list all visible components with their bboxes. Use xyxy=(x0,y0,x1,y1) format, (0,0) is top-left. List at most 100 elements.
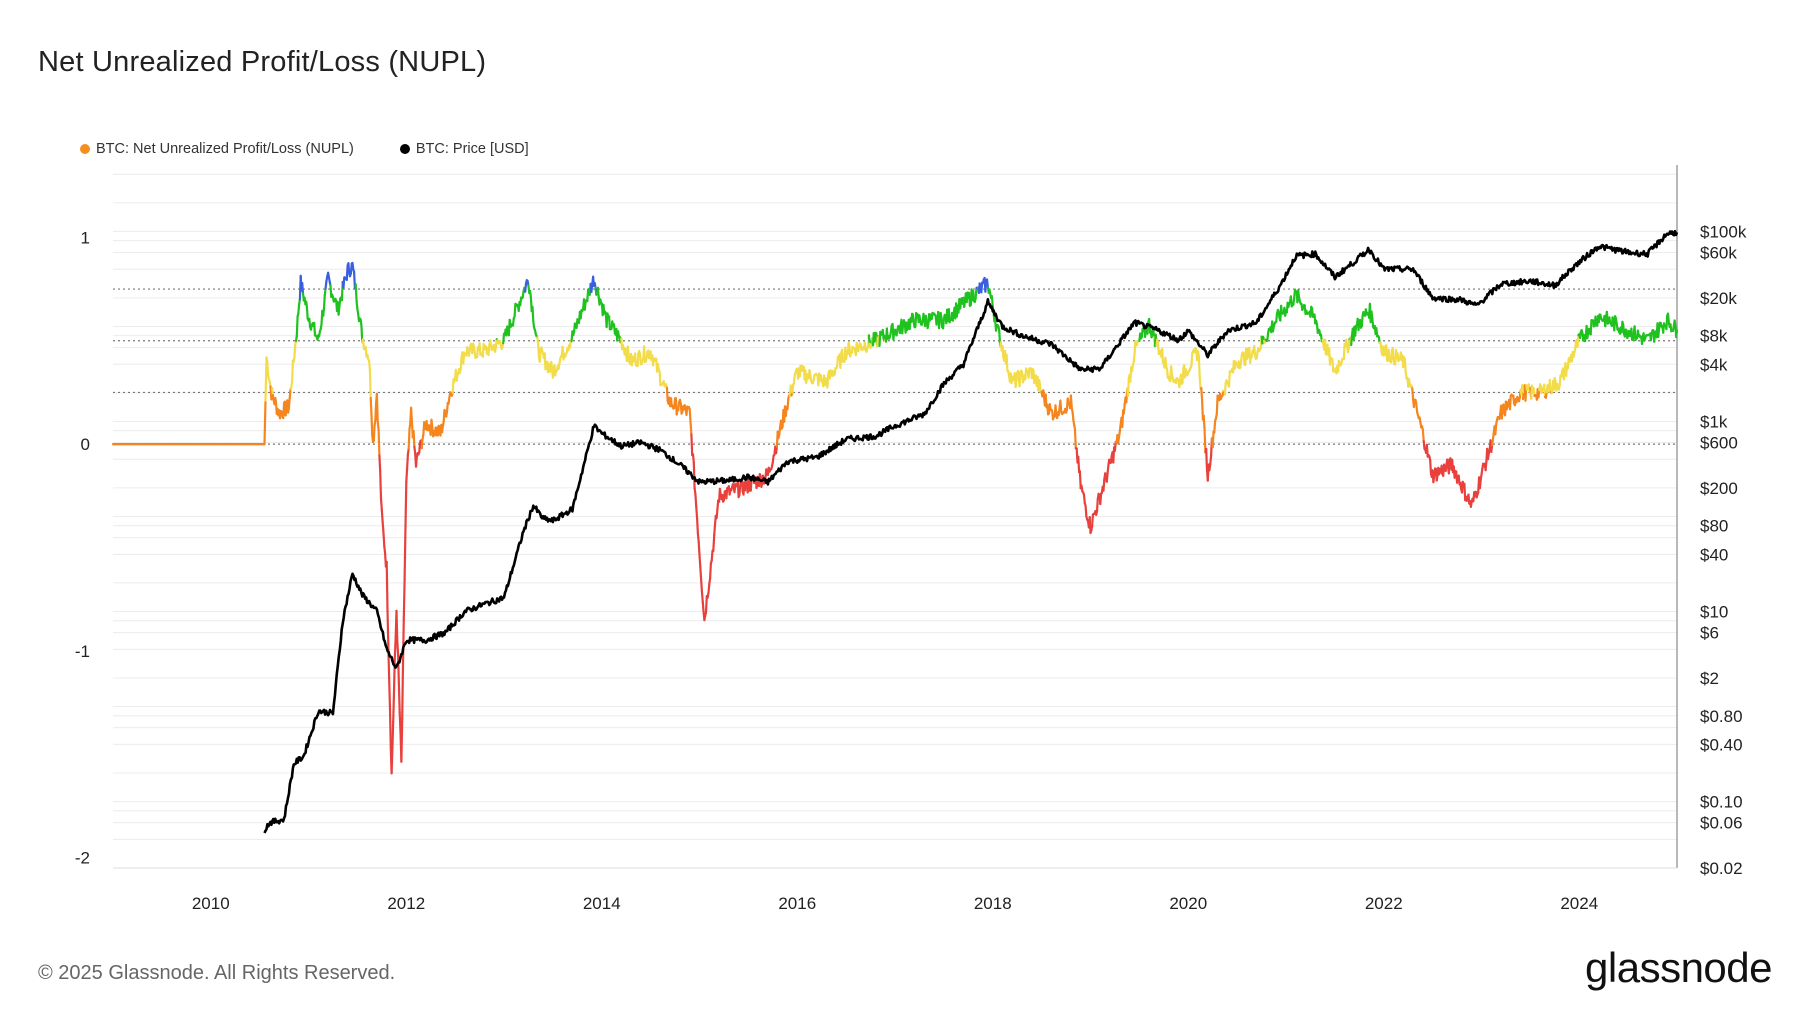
nupl-segment xyxy=(984,279,988,293)
nupl-segment xyxy=(376,420,380,431)
nupl-segment xyxy=(524,282,528,293)
nupl-segment xyxy=(375,392,379,423)
nupl-segment xyxy=(1429,459,1433,476)
nupl-segment xyxy=(1164,356,1168,368)
y-right-tick-label: $0.80 xyxy=(1700,707,1743,726)
nupl-segment xyxy=(345,264,349,281)
nupl-segment xyxy=(898,323,902,335)
nupl-segment xyxy=(967,291,972,307)
nupl-segment xyxy=(1084,504,1088,518)
nupl-segment xyxy=(308,317,312,328)
glassnode-logo: glassnode xyxy=(1585,944,1772,991)
nupl-segment xyxy=(710,549,714,562)
nupl-segment xyxy=(1425,443,1429,458)
nupl-segment xyxy=(1558,374,1562,387)
nupl-segment xyxy=(263,399,267,446)
nupl-segment xyxy=(1090,513,1095,528)
y-right-tick-label: $80 xyxy=(1700,517,1728,536)
nupl-segment xyxy=(1082,493,1086,505)
nupl-segment xyxy=(404,481,408,534)
reference-lines xyxy=(113,288,1677,445)
nupl-segment xyxy=(1387,348,1391,360)
nupl-segment xyxy=(1447,458,1451,475)
nupl-segment xyxy=(725,487,729,500)
nupl-segment xyxy=(840,348,845,363)
nupl-segment xyxy=(689,420,693,436)
x-tick-label: 2014 xyxy=(583,894,621,913)
y-right-tick-label: $10 xyxy=(1700,603,1728,622)
nupl-segment xyxy=(1239,359,1243,369)
nupl-segment xyxy=(583,299,587,311)
nupl-segment xyxy=(378,454,382,473)
nupl-segment xyxy=(403,530,407,582)
nupl-segment xyxy=(690,433,694,457)
y-left-tick-label: -1 xyxy=(75,642,90,661)
nupl-segment xyxy=(1077,455,1081,474)
nupl-segment xyxy=(698,553,702,568)
nupl-segment xyxy=(1015,371,1019,382)
nupl-segment xyxy=(1310,307,1315,318)
nupl-segment xyxy=(370,413,374,437)
nupl-segment xyxy=(1422,440,1426,450)
nupl-segment xyxy=(1297,289,1301,299)
nupl-segment xyxy=(867,334,871,345)
nupl-segment xyxy=(1597,313,1601,324)
nupl-segment xyxy=(651,357,656,367)
y-right-tick-label: $8k xyxy=(1700,327,1728,346)
nupl-segment xyxy=(699,578,704,593)
nupl-segment xyxy=(699,565,703,581)
nupl-segment xyxy=(638,353,643,366)
legend-item-nupl[interactable]: BTC: Net Unrealized Profit/Loss (NUPL) xyxy=(80,141,354,157)
nupl-segment xyxy=(1357,320,1361,332)
nupl-segment xyxy=(941,317,946,330)
nupl-segment xyxy=(1566,357,1570,370)
nupl-segment xyxy=(1657,327,1661,338)
nupl-segment xyxy=(266,361,270,377)
nupl-segment xyxy=(1161,347,1165,365)
nupl-segment xyxy=(293,343,297,359)
nupl-segment xyxy=(722,490,726,502)
nupl-segment xyxy=(1253,345,1257,357)
nupl-segment xyxy=(658,370,662,387)
nupl-segment xyxy=(990,295,994,309)
nupl-segment xyxy=(695,504,699,520)
nupl-segment xyxy=(1190,351,1194,367)
nupl-segment xyxy=(738,485,742,497)
nupl-segment xyxy=(322,293,326,310)
nupl-segment xyxy=(401,617,405,665)
nupl-segment xyxy=(385,560,389,611)
chart-legend: BTC: Net Unrealized Profit/Loss (NUPL) B… xyxy=(80,141,529,157)
nupl-segment xyxy=(586,288,590,303)
nupl-segment xyxy=(1126,377,1130,397)
nupl-segment xyxy=(743,482,748,492)
legend-item-price[interactable]: BTC: Price [USD] xyxy=(399,141,529,157)
nupl-segment xyxy=(301,282,305,295)
nupl-segment xyxy=(740,478,744,493)
nupl-segment xyxy=(1594,315,1598,325)
y-right-tick-label: $20k xyxy=(1700,289,1737,308)
grid-lines xyxy=(113,165,1678,869)
nupl-segment xyxy=(1604,315,1608,328)
y-right-tick-label: $4k xyxy=(1700,355,1728,374)
y-right-tick-label: $40 xyxy=(1700,545,1728,564)
nupl-segment xyxy=(502,332,506,345)
nupl-segment xyxy=(1205,447,1209,472)
x-tick-label: 2018 xyxy=(974,894,1012,913)
nupl-segment xyxy=(778,426,782,436)
nupl-segment xyxy=(692,461,696,490)
nupl-segment xyxy=(1415,402,1419,413)
nupl-segment xyxy=(355,300,359,311)
y-right-tick-label: $100k xyxy=(1700,222,1747,241)
nupl-segment xyxy=(401,662,405,720)
nupl-segment xyxy=(1432,473,1436,484)
nupl-segment xyxy=(382,530,386,548)
legend-dot-nupl xyxy=(80,144,90,154)
nupl-segment xyxy=(1038,383,1042,394)
y-right-tick-label: $0.40 xyxy=(1700,735,1743,754)
nupl-segment xyxy=(282,401,286,420)
nupl-segment xyxy=(700,590,704,604)
nupl-segment xyxy=(612,323,616,335)
nupl-segment xyxy=(425,420,429,432)
nupl-segment xyxy=(695,517,700,535)
